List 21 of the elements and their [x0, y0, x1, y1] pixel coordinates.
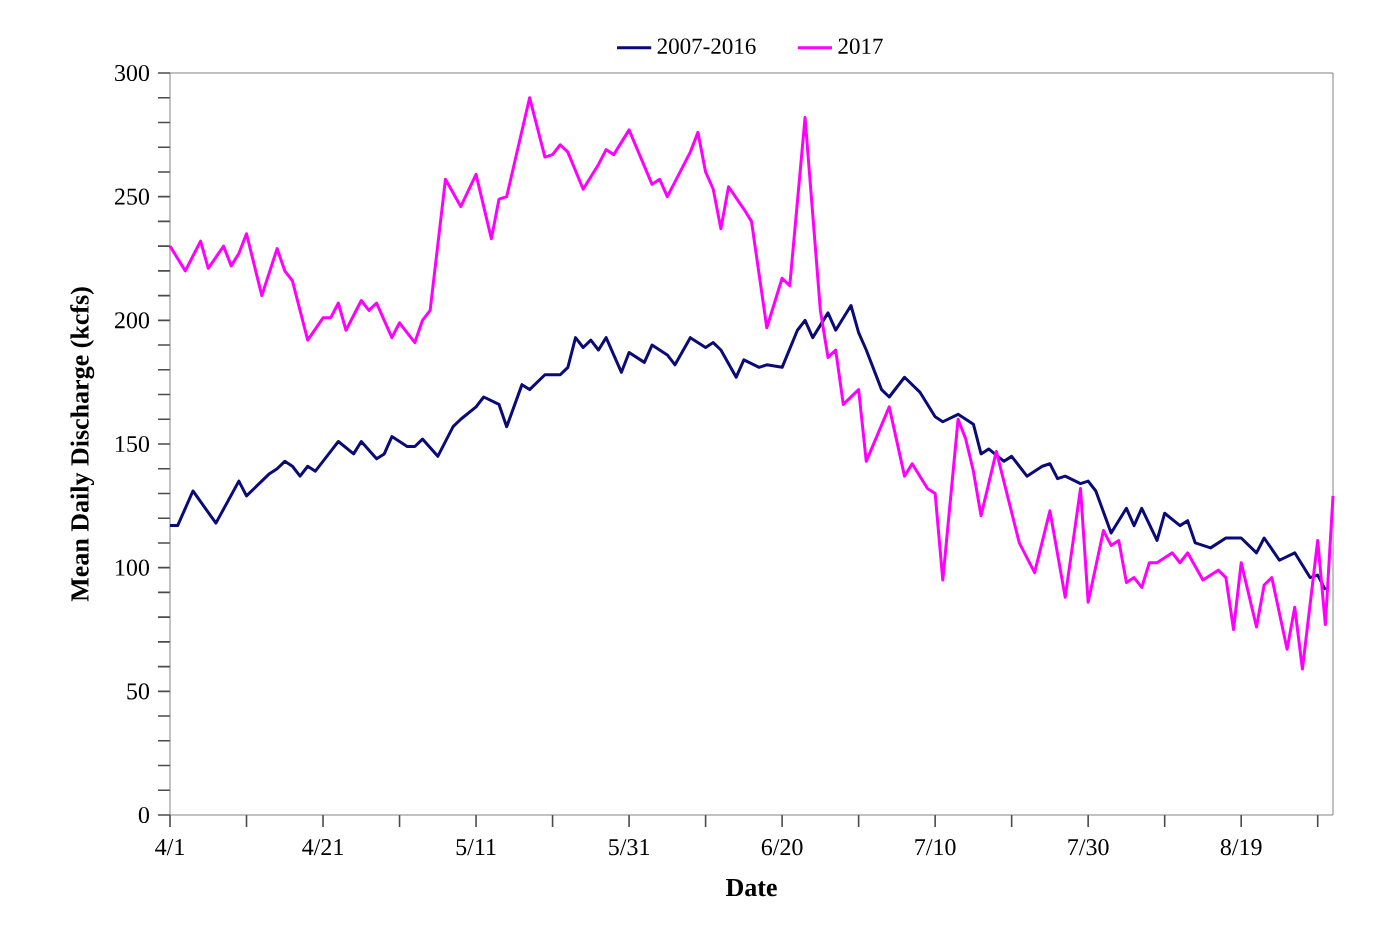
- y-tick-label: 100: [116, 559, 150, 576]
- y-tick-label: 300: [115, 64, 150, 82]
- legend-label: 2017: [838, 38, 883, 54]
- x-tick-label: 4/21: [302, 839, 343, 856]
- x-tick-label: 5/11: [456, 839, 496, 856]
- y-tick-label: 50: [127, 683, 150, 700]
- x-tick-label: 7/10: [915, 839, 956, 856]
- legend-label: 2007-2016: [657, 38, 756, 54]
- y-tick-label: 250: [115, 188, 150, 205]
- x-tick-label: 6/20: [761, 839, 803, 856]
- x-tick-label: 4/1: [155, 839, 184, 856]
- x-axis-title: Date: [725, 878, 777, 897]
- y-tick-label: 150: [116, 435, 150, 453]
- y-tick-label: 0: [138, 806, 150, 824]
- x-tick-label: 8/19: [1220, 839, 1262, 856]
- line-series: [168, 303, 1327, 592]
- line-series: [168, 96, 1335, 671]
- y-axis-title: Mean Daily Discharge (kcfs): [70, 287, 95, 602]
- y-tick-label: 200: [115, 312, 150, 329]
- x-tick-label: 5/31: [609, 839, 649, 856]
- x-tick-label: 7/30: [1068, 839, 1109, 856]
